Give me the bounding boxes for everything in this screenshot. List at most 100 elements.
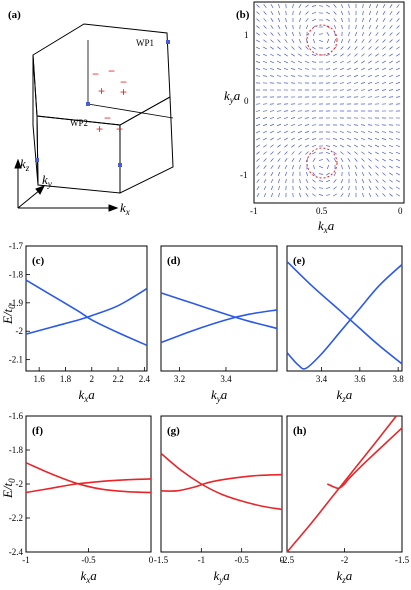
field-arrow — [277, 46, 281, 50]
prism-left-face — [32, 54, 39, 186]
panel-label: (h) — [293, 425, 307, 437]
field-arrow — [284, 39, 288, 43]
field-arrow — [381, 82, 387, 84]
field-arrow — [305, 144, 309, 148]
field-arrow — [318, 180, 324, 182]
panel-a: (a) WP1 WP2 − − − + + − + + — [8, 9, 174, 217]
field-arrow — [269, 123, 275, 127]
field-arrow — [311, 144, 317, 148]
field-arrow — [256, 39, 260, 43]
field-arrow — [389, 186, 393, 190]
field-arrow — [304, 68, 310, 70]
field-arrow — [299, 164, 301, 170]
field-arrow — [326, 32, 330, 36]
field-arrow — [388, 158, 394, 162]
field-arrow — [346, 89, 352, 91]
x-axis-label: kxa — [81, 568, 98, 585]
prism-edges — [32, 23, 174, 194]
field-arrow — [347, 164, 351, 170]
field-arrow — [270, 25, 274, 29]
field-arrow — [367, 96, 373, 98]
x-tick-label: 3.4 — [316, 374, 328, 384]
band-curve — [25, 279, 148, 347]
field-arrow — [276, 110, 282, 112]
field-arrow — [312, 193, 316, 197]
field-arrow — [263, 151, 267, 155]
field-arrow — [381, 131, 387, 133]
field-arrow — [374, 89, 380, 91]
field-arrow — [297, 60, 303, 64]
field-arrow — [361, 165, 365, 169]
field-arrow — [255, 53, 261, 57]
plus-sign: + — [96, 122, 103, 136]
field-arrow — [312, 31, 316, 37]
field-arrow — [298, 53, 302, 57]
field-arrow — [326, 4, 330, 8]
field-arrow — [368, 185, 372, 191]
field-arrow — [312, 186, 316, 190]
field-arrow — [325, 187, 331, 189]
field-arrow — [290, 75, 296, 77]
field-arrow — [375, 46, 379, 50]
field-arrow — [396, 25, 400, 29]
field-arrow — [362, 17, 364, 23]
plot-panel: (f) -1 -0.5 0 -1.6 -1.8 -2 -2.2 -2.4 kxa — [9, 411, 154, 585]
field-arrow — [297, 75, 303, 77]
field-arrow — [367, 131, 373, 133]
field-arrow — [396, 4, 400, 8]
field-arrow — [339, 124, 345, 126]
field-arrow — [388, 131, 394, 133]
field-arrow — [332, 82, 338, 84]
y-tick-label: -1.8 — [9, 269, 24, 279]
field-arrow — [353, 131, 359, 133]
field-arrow — [388, 67, 394, 71]
field-arrow — [298, 10, 302, 16]
field-arrow — [304, 117, 310, 119]
field-arrow — [291, 144, 295, 148]
field-arrow — [276, 130, 282, 134]
field-arrow — [298, 157, 302, 163]
field-arrow — [368, 192, 372, 198]
field-arrow — [276, 103, 282, 105]
field-arrow — [395, 96, 401, 98]
field-arrow — [333, 193, 337, 197]
field-arrow — [256, 158, 260, 162]
field-arrow — [297, 110, 303, 112]
field-arrow — [256, 137, 260, 141]
field-arrow — [348, 185, 350, 191]
x-tick-label: -1.5 — [154, 555, 169, 565]
field-arrow — [389, 172, 393, 176]
wp2-label: WP2 — [70, 118, 88, 128]
field-arrow — [256, 11, 260, 15]
field-arrow — [290, 124, 296, 126]
field-arrow — [396, 39, 400, 43]
field-arrow — [325, 54, 331, 56]
field-arrow — [340, 38, 344, 44]
field-arrow — [348, 171, 350, 177]
field-arrow — [269, 130, 275, 134]
field-arrow — [361, 60, 365, 64]
field-arrow — [339, 144, 345, 148]
field-arrow — [395, 151, 401, 155]
field-arrow — [284, 151, 288, 155]
field-arrow — [341, 24, 343, 30]
field-arrow — [374, 124, 380, 126]
field-arrow — [278, 3, 280, 9]
field-arrow — [381, 144, 387, 148]
field-arrow — [381, 74, 387, 78]
field-arrow — [269, 75, 275, 77]
field-arrow — [325, 68, 331, 70]
field-arrow — [298, 144, 302, 148]
field-arrow — [382, 60, 386, 64]
plus-sign: + — [98, 84, 105, 98]
wp2-marker — [86, 102, 90, 106]
field-arrow — [395, 131, 401, 133]
field-arrow — [368, 60, 372, 64]
field-arrow — [333, 151, 337, 155]
field-arrow — [367, 89, 373, 91]
ky-axis-label: ky — [42, 172, 52, 189]
field-arrow — [311, 138, 317, 140]
y-tick-label: -1.8 — [9, 445, 24, 455]
plot-panel: (e) 3.4 3.6 3.8 kza — [286, 245, 404, 404]
field-arrow — [347, 53, 351, 57]
